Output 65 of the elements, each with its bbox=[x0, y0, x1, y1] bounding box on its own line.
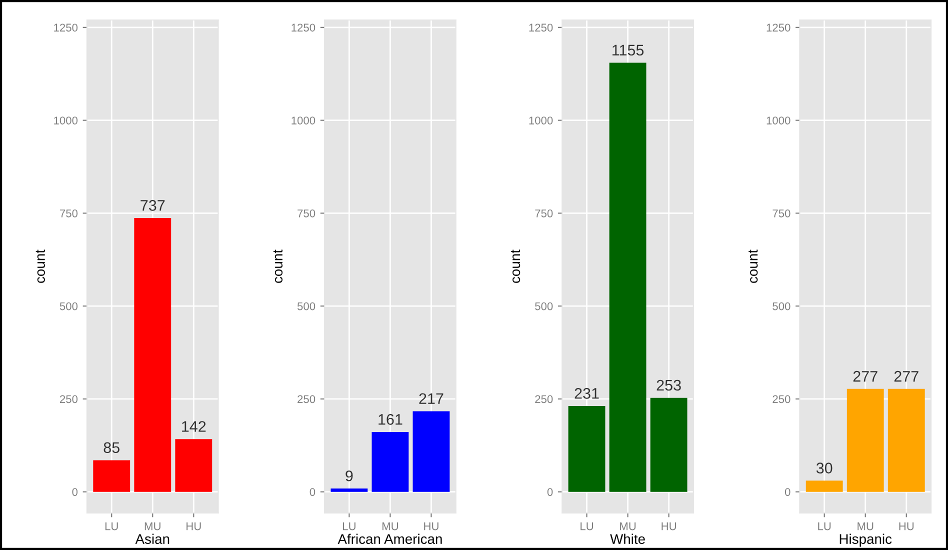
x-axis-title: White bbox=[610, 534, 645, 544]
x-tick-label: HU bbox=[662, 522, 676, 530]
bar bbox=[650, 398, 688, 492]
x-tick-label: MU bbox=[858, 522, 874, 530]
x-tick-label: LU bbox=[580, 522, 594, 530]
y-tick-label: 1000 bbox=[54, 116, 78, 124]
y-tick-label: 0 bbox=[547, 488, 553, 496]
x-tick-label: HU bbox=[424, 522, 438, 530]
y-tick-label: 750 bbox=[535, 209, 553, 218]
y-tick-label: 250 bbox=[298, 395, 316, 404]
y-tick-label: 1000 bbox=[529, 116, 553, 124]
y-tick-label: 0 bbox=[310, 488, 316, 496]
data-label: 142 bbox=[182, 421, 206, 432]
y-axis-title: count bbox=[511, 250, 520, 283]
y-axis-title: count bbox=[748, 250, 758, 283]
y-tick-label: 1000 bbox=[766, 116, 790, 124]
x-axis-title: African American bbox=[338, 534, 442, 544]
data-label: 277 bbox=[853, 370, 878, 382]
bar bbox=[330, 488, 368, 492]
y-axis-title: count bbox=[36, 250, 45, 283]
y-tick-label: 1250 bbox=[54, 24, 78, 32]
x-tick-label: LU bbox=[818, 522, 831, 530]
x-tick-label: HU bbox=[186, 522, 201, 530]
y-tick-label: 500 bbox=[772, 302, 790, 310]
y-tick-label: 750 bbox=[298, 209, 316, 218]
x-tick-label: LU bbox=[105, 522, 118, 530]
bar bbox=[412, 411, 450, 492]
y-tick-label: 500 bbox=[535, 302, 553, 310]
y-tick-label: 0 bbox=[784, 488, 790, 496]
data-label: 9 bbox=[346, 470, 353, 482]
y-tick-label: 1250 bbox=[766, 24, 790, 32]
y-tick-label: 500 bbox=[297, 302, 316, 310]
data-label: 253 bbox=[656, 380, 681, 391]
y-tick-label: 1000 bbox=[292, 116, 316, 124]
x-axis-title: Asian bbox=[135, 534, 170, 544]
bar bbox=[372, 432, 409, 492]
data-label: 161 bbox=[378, 414, 402, 425]
bar bbox=[134, 218, 172, 492]
data-label: 30 bbox=[816, 462, 832, 474]
y-tick-label: 250 bbox=[535, 395, 553, 404]
y-tick-label: 1250 bbox=[292, 24, 316, 32]
bar bbox=[175, 439, 212, 492]
y-tick-label: 0 bbox=[72, 488, 78, 496]
data-label: 85 bbox=[104, 442, 120, 454]
bar bbox=[93, 460, 130, 492]
data-label: 231 bbox=[574, 388, 599, 399]
data-label: 217 bbox=[419, 393, 444, 404]
x-axis-title: Hispanic bbox=[840, 534, 892, 547]
data-label: 737 bbox=[140, 200, 165, 211]
y-tick-label: 750 bbox=[772, 209, 790, 218]
y-tick-label: 250 bbox=[60, 395, 78, 404]
y-tick-label: 1250 bbox=[529, 24, 553, 32]
y-tick-label: 750 bbox=[60, 209, 78, 218]
x-tick-label: LU bbox=[343, 522, 356, 530]
x-tick-label: MU bbox=[144, 522, 160, 530]
y-tick-label: 500 bbox=[60, 302, 78, 310]
x-tick-label: HU bbox=[899, 522, 914, 530]
x-tick-label: MU bbox=[620, 522, 636, 530]
bar bbox=[609, 62, 646, 492]
bar bbox=[568, 406, 606, 492]
y-axis-title: count bbox=[273, 250, 283, 283]
data-label: 277 bbox=[894, 370, 918, 382]
y-tick-label: 250 bbox=[772, 395, 790, 404]
data-label: 1155 bbox=[612, 44, 644, 56]
x-tick-label: MU bbox=[382, 522, 398, 530]
